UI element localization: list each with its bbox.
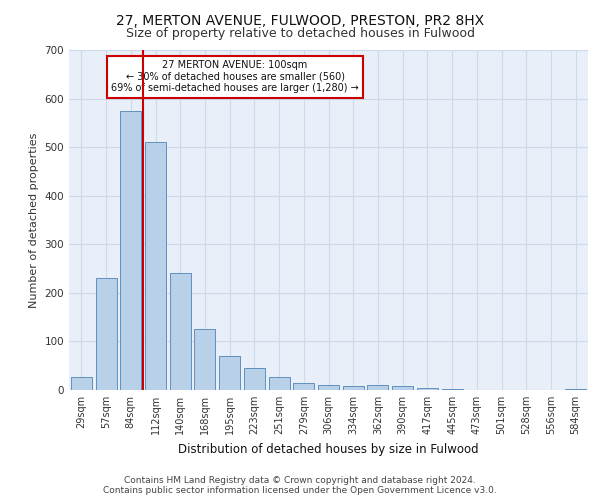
- Bar: [219, 356, 240, 390]
- Bar: [170, 274, 191, 390]
- Bar: [343, 386, 364, 390]
- Text: Contains HM Land Registry data © Crown copyright and database right 2024.
Contai: Contains HM Land Registry data © Crown c…: [103, 476, 497, 495]
- Text: Size of property relative to detached houses in Fulwood: Size of property relative to detached ho…: [125, 28, 475, 40]
- Text: 27, MERTON AVENUE, FULWOOD, PRESTON, PR2 8HX: 27, MERTON AVENUE, FULWOOD, PRESTON, PR2…: [116, 14, 484, 28]
- Bar: [417, 388, 438, 390]
- Bar: [145, 142, 166, 390]
- Bar: [442, 388, 463, 390]
- Bar: [269, 377, 290, 390]
- X-axis label: Distribution of detached houses by size in Fulwood: Distribution of detached houses by size …: [178, 442, 479, 456]
- Bar: [95, 278, 116, 390]
- Bar: [194, 330, 215, 390]
- Bar: [392, 386, 413, 390]
- Bar: [367, 385, 388, 390]
- Bar: [565, 388, 586, 390]
- Bar: [120, 110, 141, 390]
- Y-axis label: Number of detached properties: Number of detached properties: [29, 132, 39, 308]
- Text: 27 MERTON AVENUE: 100sqm
← 30% of detached houses are smaller (560)
69% of semi-: 27 MERTON AVENUE: 100sqm ← 30% of detach…: [111, 60, 359, 94]
- Bar: [318, 385, 339, 390]
- Bar: [71, 377, 92, 390]
- Bar: [293, 382, 314, 390]
- Bar: [244, 368, 265, 390]
